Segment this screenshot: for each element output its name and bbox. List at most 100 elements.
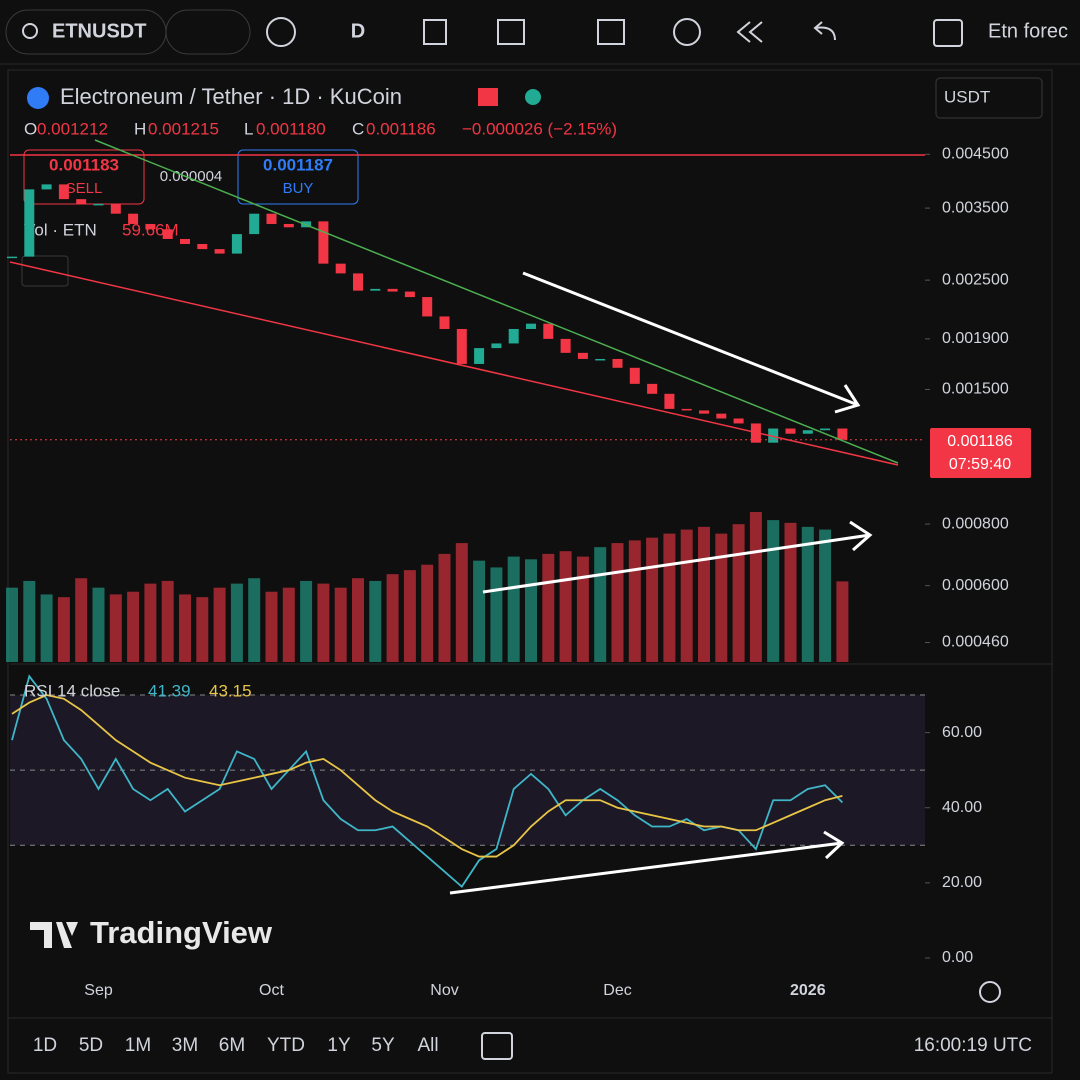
ohlc-value: 0.001212: [37, 119, 108, 138]
range-button[interactable]: 1Y: [327, 1035, 351, 1056]
logo-mark: [30, 922, 78, 948]
add-button[interactable]: [266, 17, 296, 47]
candle: [474, 348, 485, 364]
trendline: [9, 261, 899, 466]
rsi-band: [10, 695, 925, 846]
y-tick-label: 0.002500: [942, 271, 1009, 288]
x-tick-label: 2026: [790, 982, 826, 999]
y-tick-label: 0.000460: [942, 634, 1009, 651]
range-button[interactable]: 3M: [172, 1035, 198, 1056]
collapse-button[interactable]: [21, 255, 69, 287]
candle: [58, 184, 69, 200]
layout-checkbox[interactable]: [933, 19, 963, 47]
ohlc-value: 0.001215: [148, 119, 219, 138]
clock: 16:00:19 UTC: [914, 1035, 1032, 1056]
chart-title: Electroneum / Tether · 1D · KuCoin: [60, 84, 402, 109]
volume-bar: [230, 583, 243, 662]
y-tick-label: 20.00: [942, 874, 982, 891]
currency-select[interactable]: [935, 77, 1043, 119]
range-button[interactable]: 1M: [125, 1035, 151, 1056]
candle: [612, 358, 623, 368]
date-range-button[interactable]: [481, 1032, 513, 1060]
rsi-title: RSI 14 close: [24, 681, 120, 700]
compare-button[interactable]: [165, 9, 251, 55]
interval[interactable]: D: [351, 20, 365, 42]
volume-bar: [386, 574, 399, 662]
volume-legend: Vol · ETN: [24, 220, 97, 239]
ohlc: O 0.001212 H 0.001215 L 0.001180 C 0.001…: [24, 119, 617, 138]
candle: [197, 243, 208, 250]
status-dot: [525, 89, 541, 105]
volume-bar: [836, 581, 849, 662]
candle: [456, 328, 467, 364]
buy-label[interactable]: BUY: [283, 180, 314, 197]
alert-button[interactable]: [673, 18, 701, 46]
change: −0.000026 (−2.15%): [462, 119, 617, 138]
candle: [802, 430, 813, 434]
candle: [837, 428, 848, 440]
candle: [128, 213, 139, 224]
volume-bar: [819, 529, 832, 662]
range-button[interactable]: 1D: [33, 1035, 57, 1056]
sell-button[interactable]: [23, 149, 145, 205]
candle: [733, 418, 744, 424]
rsi-ma-value: 43.15: [209, 681, 252, 700]
volume-bar: [196, 597, 209, 662]
candle: [41, 184, 52, 190]
range-button[interactable]: YTD: [267, 1035, 305, 1056]
replay-button[interactable]: [736, 21, 763, 43]
currency[interactable]: USDT: [944, 87, 990, 106]
sell-label[interactable]: SELL: [66, 180, 103, 197]
candle: [785, 428, 796, 434]
volume-bar: [698, 526, 710, 662]
candle: [508, 328, 519, 344]
candle: [214, 249, 225, 254]
volume-bar: [542, 553, 555, 662]
sell-price[interactable]: 0.001183: [49, 155, 119, 174]
undo-button[interactable]: [813, 21, 836, 41]
side-toolbar: [1060, 70, 1080, 1073]
volume-bar: [23, 580, 36, 662]
range-button[interactable]: 5D: [79, 1035, 103, 1056]
layouts-button[interactable]: [597, 19, 625, 45]
volume-bar: [473, 560, 486, 662]
volume-bar: [611, 543, 624, 662]
candle: [577, 352, 588, 359]
volume-bar: [300, 580, 313, 662]
ohlc-value: 0.001180: [256, 119, 326, 138]
volume-bar: [75, 578, 88, 662]
candle: [110, 203, 121, 214]
x-tick-label: Nov: [430, 982, 458, 999]
indicators-button[interactable]: [497, 19, 525, 45]
range-button[interactable]: All: [417, 1035, 438, 1056]
y-tick-label: 0.004500: [942, 146, 1009, 163]
buy-button[interactable]: [237, 149, 359, 205]
candle: [664, 393, 675, 409]
candle: [768, 428, 779, 443]
range-button[interactable]: 6M: [219, 1035, 245, 1056]
candle: [335, 263, 346, 274]
candle: [76, 199, 87, 204]
volume-bar: [525, 559, 537, 662]
candle: [526, 323, 536, 329]
volume-bar: [507, 556, 520, 662]
layout-title[interactable]: Etn forec: [988, 20, 1068, 42]
settings-button[interactable]: [979, 981, 1001, 1003]
y-tick-label: 0.000600: [942, 577, 1009, 594]
chart-type-button[interactable]: [423, 19, 447, 45]
y-tick-label: 0.003500: [942, 199, 1009, 216]
candle: [629, 367, 640, 384]
y-tick-label: 0.000800: [942, 515, 1009, 532]
price-tag: [930, 428, 1031, 478]
search-icon: [22, 23, 38, 39]
volume-bar: [715, 533, 728, 662]
toolbar: [0, 0, 1080, 64]
arrow: [449, 830, 845, 895]
volume-bar: [680, 529, 693, 662]
range-button[interactable]: 5Y: [371, 1035, 395, 1056]
buy-price[interactable]: 0.001187: [263, 155, 333, 174]
volume-bar: [455, 543, 468, 662]
volume-bar: [282, 587, 295, 662]
candle: [647, 383, 658, 394]
